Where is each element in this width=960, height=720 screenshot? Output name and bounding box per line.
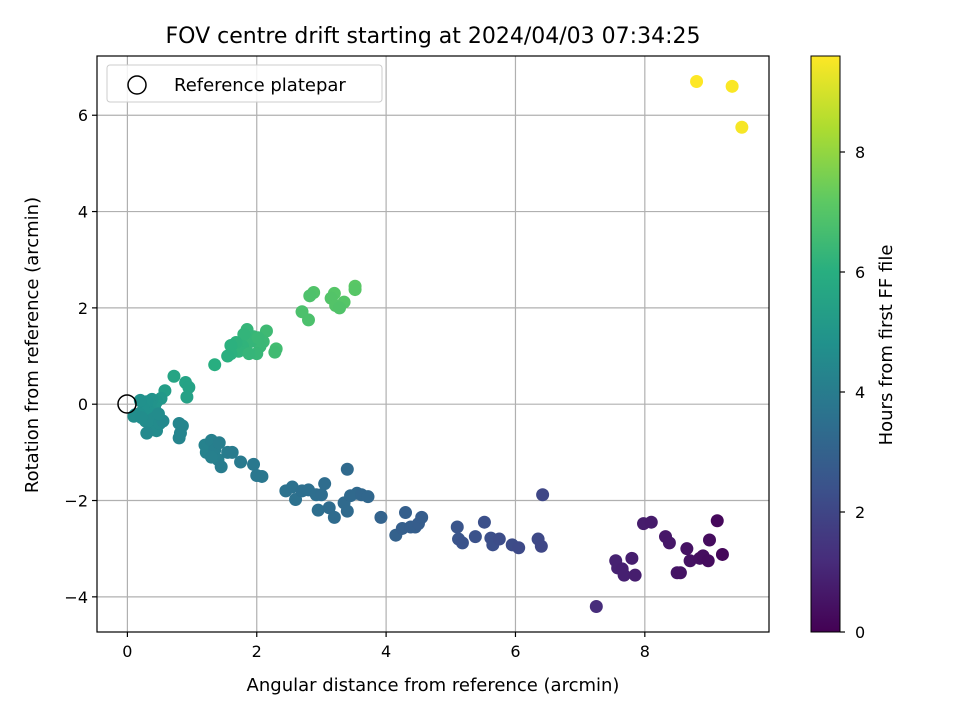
scatter-point <box>255 469 269 483</box>
scatter-point <box>221 349 235 363</box>
scatter-point <box>204 450 218 464</box>
scatter-point <box>322 501 336 515</box>
colorbar-tick-label: 2 <box>855 503 865 522</box>
scatter-point <box>268 345 282 359</box>
scatter-point <box>710 514 724 528</box>
scatter-point <box>247 457 261 471</box>
scatter-point <box>492 532 506 546</box>
scatter-point <box>644 515 658 529</box>
scatter-point <box>701 554 715 568</box>
y-tick-label: 0 <box>78 395 88 414</box>
scatter-point <box>340 462 354 476</box>
scatter-point <box>318 477 332 491</box>
scatter-point <box>225 445 239 459</box>
scatter-point <box>242 347 256 361</box>
scatter-point <box>327 510 341 524</box>
colorbar-gradient <box>810 55 841 633</box>
scatter-point <box>735 120 749 134</box>
scatter-point <box>702 533 716 547</box>
y-tick-label: 6 <box>78 106 88 125</box>
scatter-point <box>534 539 548 553</box>
scatter-point <box>589 599 603 613</box>
y-tick-label: −4 <box>64 588 88 607</box>
colorbar: 0 2 4 6 8 Hours from first FF file <box>810 55 897 642</box>
scatter-point <box>374 510 388 524</box>
plot-frame <box>96 55 770 633</box>
x-tick-label: 6 <box>510 642 520 661</box>
x-tick-label: 8 <box>640 642 650 661</box>
scatter-point <box>180 390 194 404</box>
scatter-point <box>237 327 251 341</box>
grid-lines <box>97 56 769 632</box>
data-points <box>127 75 749 613</box>
scatter-point <box>683 554 697 568</box>
scatter-point <box>690 75 704 89</box>
legend-box <box>106 64 383 103</box>
scatter-point <box>167 369 181 383</box>
scatter-point <box>314 488 328 502</box>
scatter-point <box>214 460 228 474</box>
x-tick-label: 4 <box>381 642 391 661</box>
scatter-point <box>151 407 165 421</box>
colorbar-tick-label: 8 <box>855 143 865 162</box>
colorbar-tick-label: 4 <box>855 383 865 402</box>
legend: Reference platepar <box>106 64 383 103</box>
scatter-point <box>628 568 642 582</box>
scatter-point <box>680 542 694 556</box>
scatter-point <box>361 490 375 504</box>
y-tick-label: 2 <box>78 299 88 318</box>
colorbar-tick-label: 0 <box>855 623 865 642</box>
scatter-point <box>295 305 309 319</box>
y-tick-label: −2 <box>64 492 88 511</box>
scatter-point <box>512 541 526 555</box>
scatter-point <box>208 358 222 372</box>
scatter-point <box>662 536 676 550</box>
colorbar-label: Hours from first FF file <box>876 245 897 446</box>
scatter-point <box>455 536 469 550</box>
y-tick-label: 4 <box>78 203 88 222</box>
scatter-point <box>140 426 154 440</box>
scatter-point <box>182 380 196 394</box>
legend-label: Reference platepar <box>174 75 346 96</box>
colorbar-tick-label: 6 <box>855 263 865 282</box>
scatter-point <box>348 283 362 297</box>
scatter-point <box>333 301 347 315</box>
x-axis-ticks: 0 2 4 6 8 <box>122 632 650 661</box>
scatter-point <box>133 393 147 407</box>
y-axis-label: Rotation from reference (arcmin) <box>22 197 43 493</box>
scatter-point <box>415 510 429 524</box>
colorbar-ticks: 0 2 4 6 8 <box>840 143 865 642</box>
legend-marker <box>127 75 147 95</box>
scatter-point <box>725 79 739 93</box>
scatter-point <box>251 331 265 345</box>
x-axis-label: Angular distance from reference (arcmin) <box>247 675 620 696</box>
scatter-point <box>625 551 639 565</box>
scatter-point <box>477 515 491 529</box>
scatter-point <box>536 488 550 502</box>
scatter-point <box>135 411 149 425</box>
scatter-point <box>303 289 317 303</box>
scatter-point <box>450 520 464 534</box>
scatter-point <box>311 503 325 517</box>
scatter-point <box>617 568 631 582</box>
scatter-point <box>399 506 413 520</box>
x-tick-label: 2 <box>252 642 262 661</box>
scatter-point <box>673 566 687 580</box>
scatter-point <box>715 547 729 561</box>
scatter-point <box>234 455 248 469</box>
scatter-point <box>468 530 482 544</box>
reference-marker <box>117 394 137 414</box>
x-tick-label: 0 <box>122 642 132 661</box>
scatter-point <box>212 436 226 450</box>
y-axis-ticks: −4 −2 0 2 4 6 <box>64 106 97 607</box>
scatter-point <box>173 426 187 440</box>
chart-title: FOV centre drift starting at 2024/04/03 … <box>166 24 701 49</box>
scatter-point <box>340 504 354 518</box>
